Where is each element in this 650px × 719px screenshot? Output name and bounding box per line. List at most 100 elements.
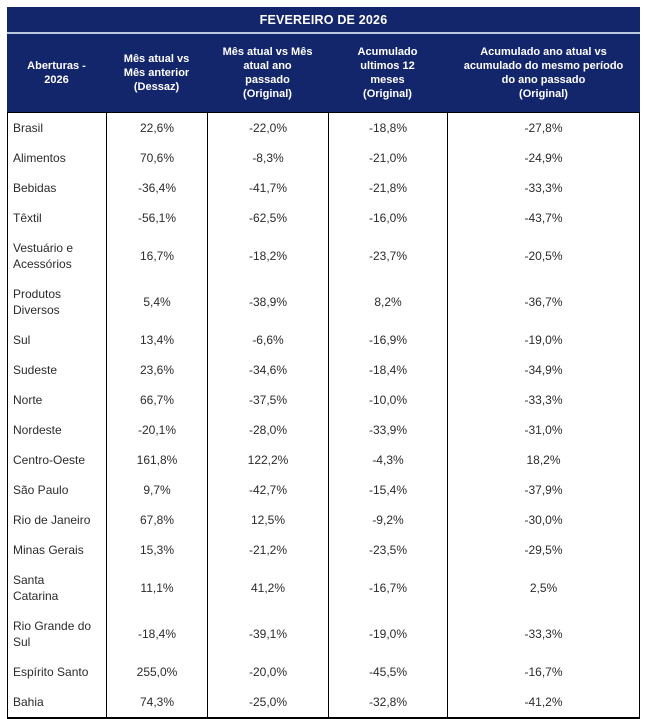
cell-acumulado-ano: -20,5% (447, 233, 640, 279)
table-row: Têxtil -56,1% -62,5% -16,0% -43,7% (8, 203, 640, 233)
cell-acumulado-12-meses: -32,8% (328, 687, 448, 718)
cell-mes-anterior: -36,4% (106, 173, 208, 203)
cell-acumulado-ano: 18,2% (447, 445, 640, 475)
data-table-body: Brasil 22,6% -22,0% -18,8% -27,8% Alimen… (8, 112, 640, 718)
cell-mes-anterior: -56,1% (106, 203, 208, 233)
table-row: São Paulo 9,7% -42,7% -15,4% -37,9% (8, 475, 640, 505)
column-header-aberturas: Aberturas - 2026 (27, 60, 86, 86)
cell-acumulado-12-meses: -16,9% (328, 325, 448, 355)
cell-mes-ano-passado: -22,0% (207, 112, 329, 143)
cell-acumulado-12-meses: 8,2% (328, 279, 448, 325)
row-label: Espírito Santo (13, 665, 89, 679)
row-label: Vestuário e Acessórios (13, 241, 74, 271)
cell-mes-ano-passado: -37,5% (207, 385, 329, 415)
cell-acumulado-12-meses: -4,3% (328, 445, 448, 475)
cell-acumulado-ano: -33,3% (447, 611, 640, 657)
row-label: Sudeste (13, 363, 58, 377)
table-row: Bebidas -36,4% -41,7% -21,8% -33,3% (8, 173, 640, 203)
cell-mes-anterior: 70,6% (106, 143, 208, 173)
cell-mes-ano-passado: -62,5% (207, 203, 329, 233)
cell-mes-ano-passado: -20,0% (207, 657, 329, 687)
row-label: Centro-Oeste (13, 453, 86, 467)
table-row: Minas Gerais 15,3% -21,2% -23,5% -29,5% (8, 535, 640, 565)
cell-mes-ano-passado: 122,2% (207, 445, 329, 475)
cell-mes-anterior: 16,7% (106, 233, 208, 279)
cell-mes-ano-passado: -42,7% (207, 475, 329, 505)
row-label: Norte (13, 393, 43, 407)
cell-acumulado-ano: -16,7% (447, 657, 640, 687)
cell-mes-anterior: -18,4% (106, 611, 208, 657)
column-header-acumulado-12-meses: Acumulado ultimos 12 meses (Original) (357, 46, 418, 100)
cell-mes-anterior: 255,0% (106, 657, 208, 687)
cell-mes-ano-passado: 41,2% (207, 565, 329, 611)
cell-acumulado-ano: -33,3% (447, 173, 640, 203)
cell-mes-ano-passado: -38,9% (207, 279, 329, 325)
table-row: Rio Grande do Sul -18,4% -39,1% -19,0% -… (8, 611, 640, 657)
cell-acumulado-12-meses: -45,5% (328, 657, 448, 687)
cell-acumulado-12-meses: -15,4% (328, 475, 448, 505)
cell-acumulado-12-meses: -21,0% (328, 143, 448, 173)
cell-acumulado-12-meses: -9,2% (328, 505, 448, 535)
table-row: Alimentos 70,6% -8,3% -21,0% -24,9% (8, 143, 640, 173)
table-row: Nordeste -20,1% -28,0% -33,9% -31,0% (8, 415, 640, 445)
row-label: Sul (13, 333, 31, 347)
cell-mes-ano-passado: -28,0% (207, 415, 329, 445)
cell-acumulado-ano: -30,0% (447, 505, 640, 535)
table-row: Norte 66,7% -37,5% -10,0% -33,3% (8, 385, 640, 415)
cell-acumulado-ano: -41,2% (447, 687, 640, 718)
cell-acumulado-12-meses: -16,0% (328, 203, 448, 233)
column-header-row: Aberturas - 2026 Mês atual vs Mês anteri… (7, 34, 640, 112)
row-label: Têxtil (13, 211, 42, 225)
cell-acumulado-12-meses: -19,0% (328, 611, 448, 657)
row-label: Produtos Diversos (13, 287, 62, 317)
cell-acumulado-ano: -33,3% (447, 385, 640, 415)
table-row: Produtos Diversos 5,4% -38,9% 8,2% -36,7… (8, 279, 640, 325)
cell-acumulado-ano: -27,8% (447, 112, 640, 143)
column-header-mes-anterior: Mês atual vs Mês anterior (Dessaz) (123, 53, 190, 93)
table-row: Sudeste 23,6% -34,6% -18,4% -34,9% (8, 355, 640, 385)
cell-mes-anterior: 22,6% (106, 112, 208, 143)
table-header-block: FEVEREIRO DE 2026 Aberturas - 2026 Mês a… (7, 7, 640, 112)
cell-mes-anterior: 74,3% (106, 687, 208, 718)
cell-acumulado-ano: -24,9% (447, 143, 640, 173)
cell-acumulado-12-meses: -10,0% (328, 385, 448, 415)
cell-mes-anterior: 13,4% (106, 325, 208, 355)
monthly-report-table: FEVEREIRO DE 2026 Aberturas - 2026 Mês a… (7, 7, 640, 719)
cell-acumulado-12-meses: -23,5% (328, 535, 448, 565)
cell-acumulado-ano: -34,9% (447, 355, 640, 385)
cell-mes-anterior: 11,1% (106, 565, 208, 611)
table-row: Sul 13,4% -6,6% -16,9% -19,0% (8, 325, 640, 355)
cell-mes-ano-passado: -18,2% (207, 233, 329, 279)
row-label: Brasil (13, 121, 44, 135)
column-header-acumulado-ano: Acumulado ano atual vs acumulado do mesm… (463, 46, 624, 100)
table-row: Santa Catarina 11,1% 41,2% -16,7% 2,5% (8, 565, 640, 611)
cell-acumulado-ano: -43,7% (447, 203, 640, 233)
cell-acumulado-ano: -19,0% (447, 325, 640, 355)
cell-acumulado-12-meses: -18,8% (328, 112, 448, 143)
title-divider (7, 32, 640, 34)
cell-mes-ano-passado: -39,1% (207, 611, 329, 657)
cell-acumulado-ano: -36,7% (447, 279, 640, 325)
cell-acumulado-12-meses: -21,8% (328, 173, 448, 203)
cell-acumulado-ano: 2,5% (447, 565, 640, 611)
cell-mes-anterior: 9,7% (106, 475, 208, 505)
row-label: Santa Catarina (13, 573, 59, 603)
row-label: São Paulo (13, 483, 69, 497)
table-row: Vestuário e Acessórios 16,7% -18,2% -23,… (8, 233, 640, 279)
cell-mes-ano-passado: -34,6% (207, 355, 329, 385)
cell-acumulado-12-meses: -16,7% (328, 565, 448, 611)
cell-mes-ano-passado: -41,7% (207, 173, 329, 203)
cell-mes-anterior: 66,7% (106, 385, 208, 415)
row-label: Bebidas (13, 181, 57, 195)
cell-mes-ano-passado: -8,3% (207, 143, 329, 173)
cell-mes-anterior: 15,3% (106, 535, 208, 565)
table-row: Bahia 74,3% -25,0% -32,8% -41,2% (8, 687, 640, 718)
cell-mes-ano-passado: -25,0% (207, 687, 329, 718)
table-row: Centro-Oeste 161,8% 122,2% -4,3% 18,2% (8, 445, 640, 475)
cell-acumulado-12-meses: -18,4% (328, 355, 448, 385)
row-label: Rio de Janeiro (13, 513, 91, 527)
table-row: Brasil 22,6% -22,0% -18,8% -27,8% (8, 112, 640, 143)
cell-mes-ano-passado: -21,2% (207, 535, 329, 565)
cell-acumulado-12-meses: -23,7% (328, 233, 448, 279)
